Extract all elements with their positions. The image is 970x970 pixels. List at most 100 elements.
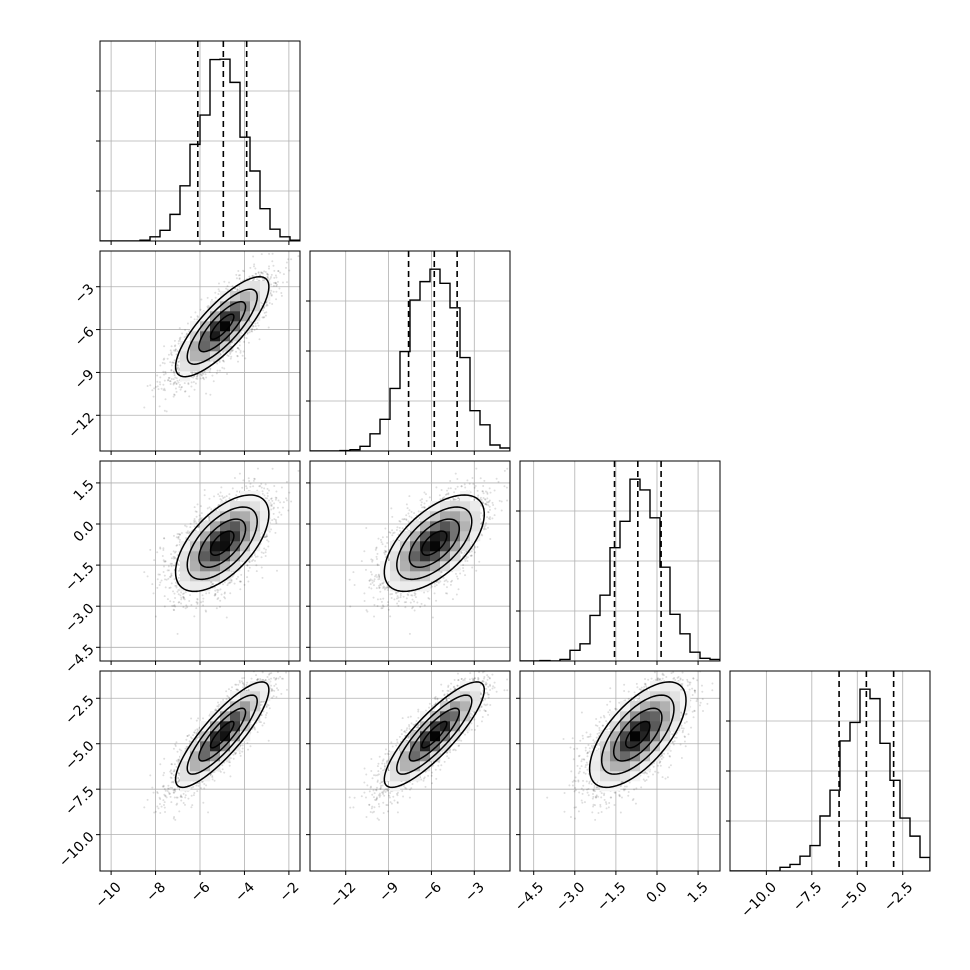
density-cell	[210, 551, 221, 562]
density-cell	[200, 751, 211, 762]
density-cell	[600, 761, 611, 772]
density-cell	[200, 741, 211, 752]
density-cell	[240, 721, 251, 732]
density-cell	[420, 531, 431, 542]
density-cell	[190, 771, 201, 782]
density-cell	[260, 281, 271, 292]
density-cell	[460, 711, 471, 722]
density-cell	[230, 501, 241, 512]
density-cell	[640, 761, 651, 772]
density-cell	[430, 731, 441, 742]
density-cell	[250, 501, 261, 512]
density-cell	[670, 711, 681, 722]
density-cell	[210, 341, 221, 352]
density-cell	[430, 561, 441, 572]
x-tick-label: −10.0	[738, 879, 780, 921]
density-cell	[220, 301, 231, 312]
density-cell	[620, 761, 631, 772]
density-cell	[230, 561, 241, 572]
density-cell	[400, 771, 411, 782]
y-tick-label: −10.0	[56, 829, 98, 871]
density-cell	[390, 571, 401, 582]
density-cell	[400, 551, 411, 562]
density-cell	[190, 551, 201, 562]
density-cell	[250, 521, 261, 532]
density-cell	[220, 331, 231, 342]
density-cell	[240, 321, 251, 332]
x-tick-label: −4	[232, 879, 258, 905]
density-cell	[430, 741, 441, 752]
density-cell	[220, 321, 231, 332]
density-cell	[620, 741, 631, 752]
density-cell	[250, 291, 261, 302]
density-cell	[190, 761, 201, 772]
contour-3-1-1	[408, 707, 461, 762]
density-cell	[210, 711, 221, 722]
density-cell	[440, 711, 451, 722]
density-cell	[190, 531, 201, 542]
contour-2-1-1	[408, 518, 461, 569]
contour-3-0-2	[186, 694, 258, 775]
density-cell	[430, 531, 441, 542]
density-cell	[230, 741, 241, 752]
density-cell	[420, 521, 431, 532]
density-cell	[470, 511, 481, 522]
density-cell	[250, 511, 261, 522]
density-cell	[390, 751, 401, 762]
density-cell	[400, 571, 411, 582]
density-cell	[660, 721, 671, 732]
density-cell	[210, 721, 221, 732]
density-cell	[460, 531, 471, 542]
contour-3-0-1	[198, 707, 247, 762]
density-cell	[390, 781, 401, 792]
density-cell	[650, 681, 661, 692]
density-cell	[240, 311, 251, 322]
density-cell	[410, 771, 421, 782]
x-tick-label: −12	[327, 879, 359, 911]
density-cell	[660, 741, 671, 752]
density-cell	[190, 351, 201, 362]
density-cell	[200, 551, 211, 562]
density-cell	[610, 761, 621, 772]
y-tick-label: −3	[72, 281, 98, 307]
density-cell	[390, 581, 401, 592]
density-cell	[420, 721, 431, 732]
density-cell	[430, 571, 441, 582]
y-tick-label: −5.0	[62, 738, 97, 773]
density-cell	[220, 541, 231, 552]
density-cell	[450, 731, 461, 742]
density-cell	[230, 301, 241, 312]
x-tick-label: −7.5	[790, 879, 825, 914]
density-cell	[190, 361, 201, 372]
x-tick-label: −4.5	[512, 879, 547, 914]
density-cell	[200, 581, 211, 592]
density-cell	[600, 731, 611, 742]
panel-3-2: −4.5 −3.0 −1.5 0.0 1.5	[512, 670, 721, 915]
x-tick-label: −8	[143, 879, 169, 905]
density-cell	[400, 561, 411, 572]
density-cell	[180, 771, 191, 782]
density-cell	[190, 571, 201, 582]
density-cell	[440, 541, 451, 552]
density-cell	[440, 501, 451, 512]
density-cell	[590, 771, 601, 782]
density-cell	[450, 511, 461, 522]
panel-frame	[519, 670, 721, 872]
density-cell	[650, 741, 661, 752]
density-cell	[230, 521, 241, 532]
density-cell	[460, 721, 471, 732]
density-cell	[220, 701, 231, 712]
contour-3-2-2	[600, 694, 675, 775]
contour-1-0-0	[209, 313, 235, 340]
density-cell	[250, 701, 261, 712]
density-cell	[220, 751, 231, 762]
density-cell	[210, 511, 221, 522]
contour-1-0-2	[186, 288, 258, 365]
density-cell	[230, 531, 241, 542]
density-cell	[400, 541, 411, 552]
density-cell	[220, 501, 231, 512]
density-cell	[440, 741, 451, 752]
density-cell	[400, 761, 411, 772]
density-cell	[630, 731, 641, 742]
